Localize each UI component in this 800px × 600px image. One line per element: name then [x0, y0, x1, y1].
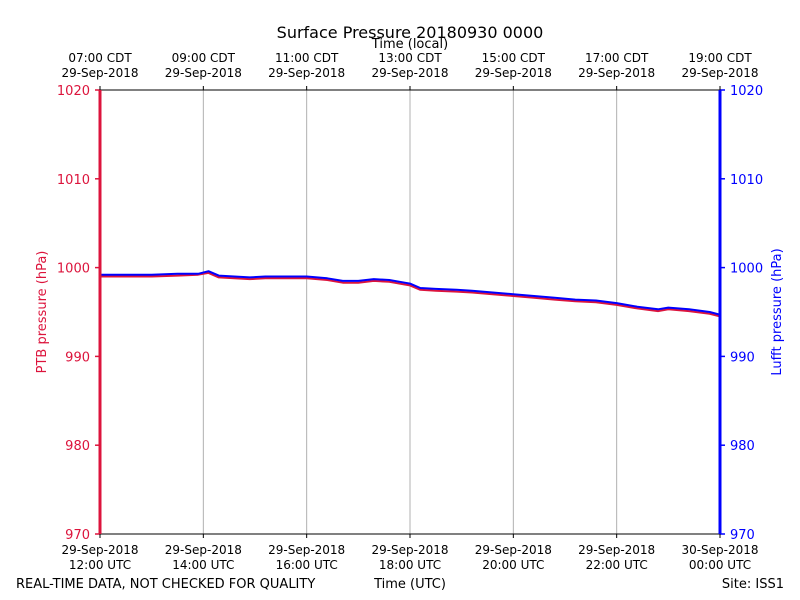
top-tick-time: 19:00 CDT: [688, 51, 752, 65]
top-tick-date: 29-Sep-2018: [475, 66, 552, 80]
x-tick-date: 29-Sep-2018: [475, 543, 552, 557]
footer-site: Site: ISS1: [722, 577, 784, 592]
left-y-tick-label: 1010: [57, 173, 90, 188]
x-tick-date: 30-Sep-2018: [681, 543, 758, 557]
right-y-tick-label: 1000: [730, 262, 763, 277]
top-tick-time: 11:00 CDT: [275, 51, 339, 65]
x-tick-time: 14:00 UTC: [172, 558, 234, 572]
x-tick-time: 20:00 UTC: [482, 558, 544, 572]
x-tick-time: 16:00 UTC: [276, 558, 338, 572]
x-tick-date: 29-Sep-2018: [268, 543, 345, 557]
top-tick-time: 07:00 CDT: [68, 51, 132, 65]
right-y-tick-label: 980: [730, 439, 755, 454]
right-axis-label: Lufft pressure (hPa): [770, 248, 785, 375]
left-y-tick-label: 1000: [57, 262, 90, 277]
left-y-tick-label: 990: [65, 350, 90, 365]
y-ticks: 970 970 980 980 990 990 1000 1000 1010 1010 1020 10…: [57, 84, 763, 543]
x-tick-date: 29-Sep-2018: [165, 543, 242, 557]
top-tick-date: 29-Sep-2018: [578, 66, 655, 80]
x-tick-time: 00:00 UTC: [689, 558, 751, 572]
top-tick-time: 09:00 CDT: [172, 51, 236, 65]
top-tick-date: 29-Sep-2018: [61, 66, 138, 80]
top-tick-date: 29-Sep-2018: [165, 66, 242, 80]
right-y-tick-label: 1010: [730, 173, 763, 188]
x-tick-time: 22:00 UTC: [586, 558, 648, 572]
top-tick-time: 17:00 CDT: [585, 51, 649, 65]
right-y-tick-label: 990: [730, 350, 755, 365]
right-y-tick-label: 1020: [730, 84, 763, 99]
x-axis-label: Time (UTC): [373, 577, 446, 592]
top-tick-date: 29-Sep-2018: [268, 66, 345, 80]
top-tick-date: 29-Sep-2018: [371, 66, 448, 80]
ptb-pressure-line: [100, 271, 721, 318]
x-tick-time: 18:00 UTC: [379, 558, 441, 572]
series-layer: [100, 270, 721, 318]
chart-title: Surface Pressure 20180930 0000: [277, 23, 544, 42]
right-y-tick-label: 970: [730, 528, 755, 543]
top-tick-time: 15:00 CDT: [482, 51, 546, 65]
x-tick-date: 29-Sep-2018: [371, 543, 448, 557]
x-tick-date: 29-Sep-2018: [578, 543, 655, 557]
x-tick-date: 29-Sep-2018: [61, 543, 138, 557]
top-tick-date: 29-Sep-2018: [681, 66, 758, 80]
footer-quality-notice: REAL-TIME DATA, NOT CHECKED FOR QUALITY: [16, 577, 315, 592]
left-y-tick-label: 1020: [57, 84, 90, 99]
lufft-pressure-line: [100, 270, 721, 316]
top-tick-time: 13:00 CDT: [378, 51, 442, 65]
vertical-grid: [202, 90, 618, 534]
left-y-tick-label: 970: [65, 528, 90, 543]
top-axis-label: Time (local): [371, 37, 448, 52]
left-axis-label: PTB pressure (hPa): [35, 251, 50, 374]
left-y-tick-label: 980: [65, 439, 90, 454]
x-tick-time: 12:00 UTC: [69, 558, 131, 572]
